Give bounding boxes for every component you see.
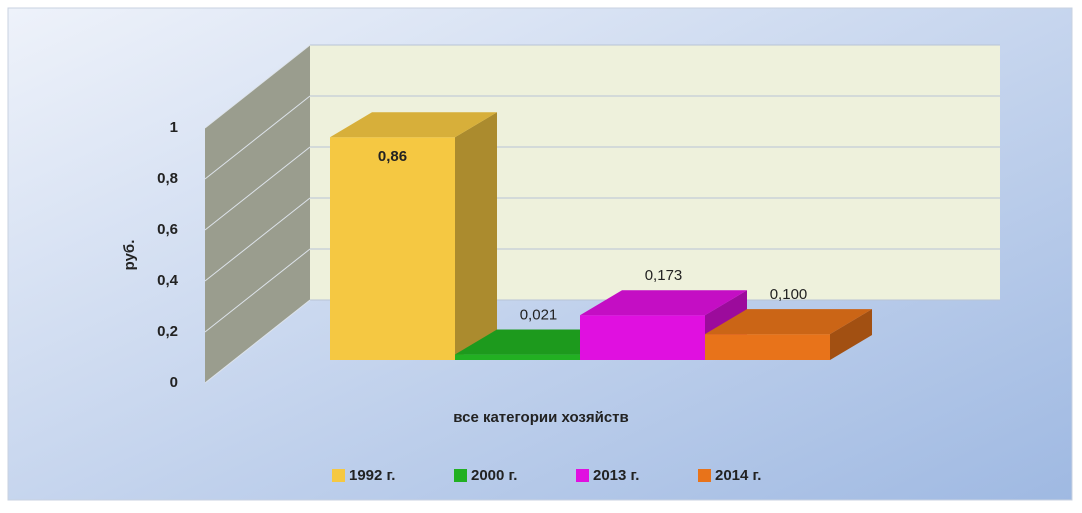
- legend-label: 2013 г.: [593, 467, 639, 484]
- bar-front: [455, 354, 580, 360]
- y-tick-label: 0,4: [157, 272, 179, 289]
- legend-label: 2000 г.: [471, 467, 517, 484]
- bar-top: [580, 290, 747, 316]
- bar-front: [330, 137, 455, 360]
- bar-front: [705, 334, 830, 360]
- data-label: 0,021: [520, 307, 558, 324]
- y-axis-label: руб.: [121, 240, 138, 271]
- bar-side-shade: [455, 112, 497, 360]
- legend-swatch: [576, 469, 589, 482]
- bar-top-shade: [330, 112, 497, 138]
- side-wall: [205, 45, 310, 383]
- y-tick-label: 0: [170, 374, 178, 391]
- bar-side: [455, 112, 497, 360]
- bar: [330, 112, 497, 360]
- grid-line: [204, 197, 311, 282]
- bar-side: [830, 309, 872, 360]
- data-label: 0,173: [645, 267, 683, 284]
- y-tick-label: 1: [170, 119, 178, 136]
- bar-top: [330, 112, 497, 138]
- data-label: 0,100: [770, 286, 808, 303]
- bar-top-shade: [580, 290, 747, 316]
- grid-line: [204, 248, 311, 333]
- bar: [705, 309, 872, 360]
- legend-swatch: [454, 469, 467, 482]
- bar-front: [580, 315, 705, 360]
- y-tick-label: 0,6: [157, 221, 178, 238]
- y-tick-label: 0,2: [157, 323, 178, 340]
- grid-line: [204, 95, 311, 180]
- bar-top-shade: [705, 309, 872, 335]
- x-category-label: все категории хозяйств: [453, 409, 629, 426]
- legend-swatch: [332, 469, 345, 482]
- legend-label: 2014 г.: [715, 467, 761, 484]
- bar-top: [705, 309, 872, 335]
- y-tick-label: 0,8: [157, 170, 178, 187]
- grid-line: [204, 299, 311, 384]
- grid-line: [204, 44, 311, 129]
- grid-line: [204, 146, 311, 231]
- bar-side-shade: [830, 309, 872, 360]
- data-label: 0,86: [378, 148, 407, 165]
- legend-label: 1992 г.: [349, 467, 395, 484]
- legend-swatch: [698, 469, 711, 482]
